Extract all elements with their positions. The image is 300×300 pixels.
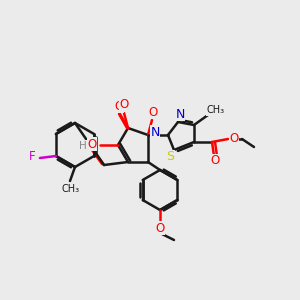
Text: S: S: [166, 151, 174, 164]
Text: H: H: [79, 141, 87, 151]
Text: N: N: [150, 125, 160, 139]
Text: CH₃: CH₃: [62, 184, 80, 194]
Text: O: O: [119, 98, 129, 112]
Text: CH₃: CH₃: [207, 105, 225, 115]
Text: O: O: [87, 137, 97, 151]
Text: F: F: [28, 151, 35, 164]
Text: O: O: [148, 106, 158, 118]
Text: O: O: [155, 221, 165, 235]
Text: O: O: [114, 100, 124, 112]
Text: O: O: [210, 154, 220, 167]
Text: O: O: [230, 131, 238, 145]
Text: N: N: [175, 107, 185, 121]
